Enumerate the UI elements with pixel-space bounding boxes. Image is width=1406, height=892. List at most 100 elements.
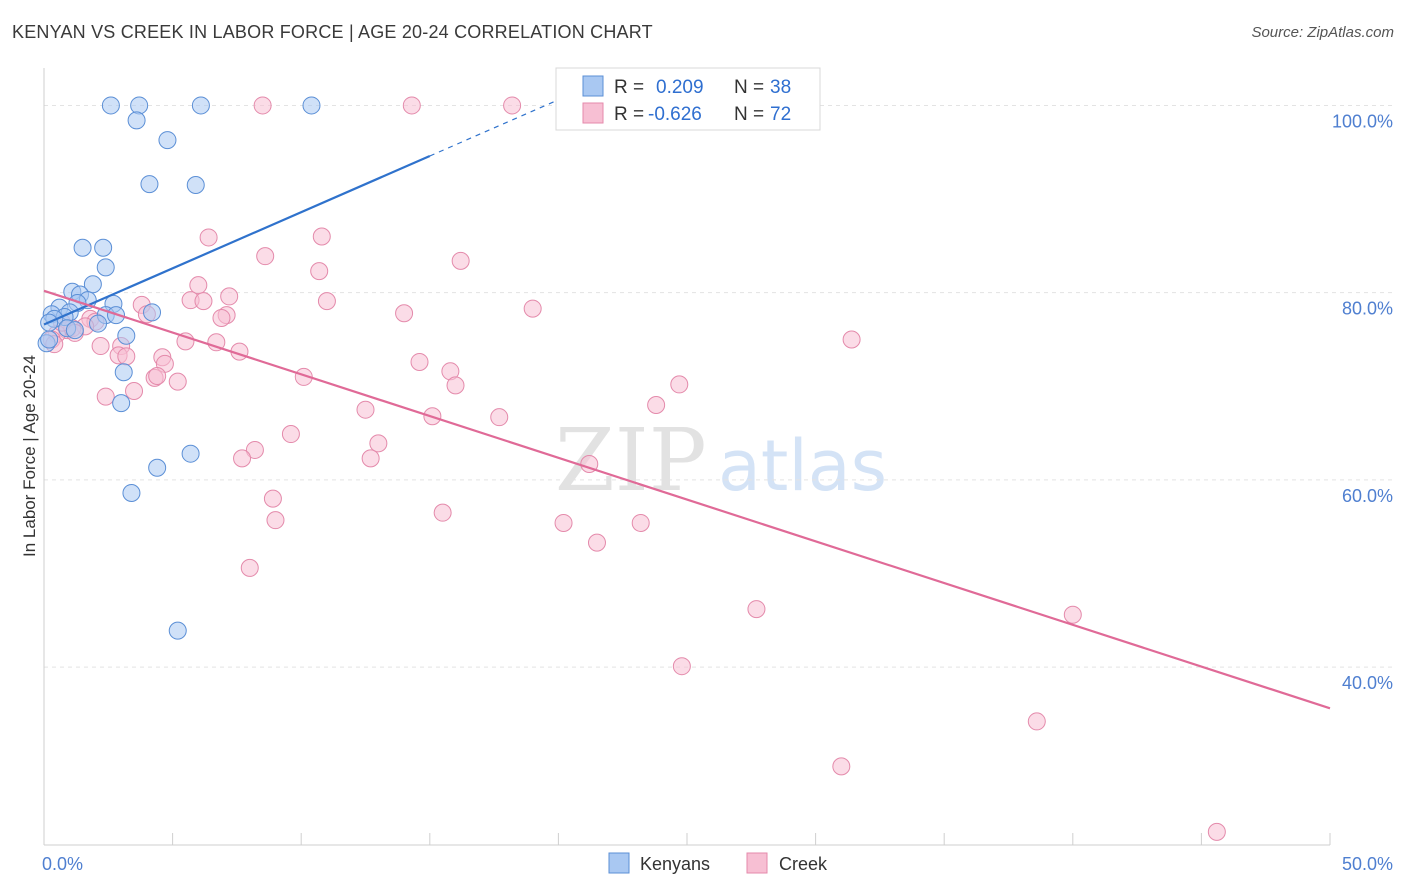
kenyan-point-32 (112, 394, 131, 413)
kenyan-point-1 (130, 96, 149, 115)
kenyan-point-9 (94, 238, 113, 257)
creek-point-29 (91, 337, 110, 356)
y-tick-label-2: 80.0% (1342, 299, 1393, 319)
creek-point-12 (317, 292, 336, 311)
bottom-legend-swatch-creek (746, 852, 768, 874)
creek-point-43 (670, 375, 689, 394)
kenyan-point-31 (114, 363, 133, 382)
creek-point-9 (220, 287, 239, 306)
creek-point-66 (672, 657, 691, 676)
creek-point-14 (523, 299, 542, 318)
creek-point-2 (503, 96, 522, 115)
kenyan-point-37 (40, 330, 59, 349)
kenyan-point-7 (186, 176, 205, 195)
legend-kenyans-n-label: N = (734, 77, 764, 98)
creek-point-68 (832, 757, 851, 776)
kenyans-trend-extension (429, 99, 559, 157)
kenyan-point-2 (191, 96, 210, 115)
legend-swatch-creek (582, 102, 604, 124)
creek-point-46 (647, 396, 666, 415)
bottom-legend: Kenyans Creek (608, 852, 828, 874)
creek-point-55 (361, 449, 380, 468)
creek-point-39 (148, 366, 167, 385)
bottom-legend-swatch-kenyans (608, 852, 630, 874)
creek-point-36 (410, 352, 429, 371)
creek-point-0 (253, 96, 272, 115)
creek-point-11 (194, 292, 213, 311)
x-tick-marks (43, 833, 1331, 845)
legend-kenyans-n-value: 38 (770, 77, 791, 98)
kenyan-point-34 (181, 444, 200, 463)
gridlines (44, 104, 1392, 668)
kenyans-trend-line (43, 154, 431, 326)
creek-point-28 (207, 333, 226, 352)
creek-point-32 (117, 347, 136, 366)
creek-point-57 (263, 489, 282, 508)
creek-point-42 (446, 376, 465, 395)
creek-point-52 (369, 434, 388, 453)
kenyan-point-11 (83, 275, 102, 294)
creek-point-8 (189, 276, 208, 295)
kenyan-points (37, 96, 321, 640)
creek-point-41 (168, 372, 187, 391)
y-tick-label-0: 40.0% (1342, 673, 1393, 693)
legend-creek-r-value: -0.626 (648, 104, 702, 125)
creek-point-4 (312, 227, 331, 246)
kenyan-point-19 (143, 303, 162, 322)
kenyan-point-28 (65, 321, 84, 340)
bottom-legend-kenyans: Kenyans (640, 854, 710, 874)
kenyan-point-10 (96, 258, 115, 277)
legend-creek-n-value: 72 (770, 104, 791, 125)
creek-point-5 (256, 247, 275, 266)
watermark-atlas: atlas (718, 425, 887, 507)
creek-point-51 (281, 425, 300, 444)
bottom-legend-creek: Creek (779, 854, 828, 874)
kenyan-point-26 (89, 314, 108, 333)
kenyan-point-4 (127, 111, 146, 130)
legend-kenyans-r-value: 0.209 (656, 77, 704, 98)
x-tick-label-1: 50.0% (1342, 854, 1393, 874)
kenyan-point-0 (101, 96, 120, 115)
chart-title: KENYAN VS CREEK IN LABOR FORCE | AGE 20-… (12, 22, 653, 42)
creek-point-60 (554, 513, 573, 532)
kenyan-point-5 (158, 131, 177, 150)
creek-point-45 (96, 387, 115, 406)
creek-point-3 (199, 228, 218, 247)
creek-point-47 (356, 400, 375, 419)
legend-creek-r-label: R = (614, 104, 644, 125)
legend-creek-n-label: N = (734, 104, 764, 125)
creek-point-63 (240, 558, 259, 577)
creek-point-15 (395, 304, 414, 323)
x-tick-label-0: 0.0% (42, 854, 83, 874)
legend-swatch-kenyans (582, 75, 604, 97)
trend-lines (43, 99, 1331, 710)
kenyan-point-6 (140, 175, 159, 194)
creek-point-19 (212, 308, 231, 327)
x-tick-labels: 0.0% 50.0% (42, 854, 1393, 874)
creek-point-7 (310, 262, 329, 281)
source-label: Source: ZipAtlas.com (1251, 24, 1394, 41)
y-axis-label: In Labor Force | Age 20-24 (20, 355, 39, 557)
creek-point-50 (842, 330, 861, 349)
kenyan-point-35 (122, 484, 141, 503)
legend-kenyans-r-label: R = (614, 77, 644, 98)
creek-point-6 (451, 251, 470, 270)
creek-point-54 (233, 449, 252, 468)
creek-point-67 (1027, 712, 1046, 731)
creek-trend-line (43, 289, 1331, 710)
creek-point-49 (490, 408, 509, 427)
creek-point-58 (266, 511, 285, 530)
kenyan-point-8 (73, 238, 92, 257)
y-tick-label-3: 100.0% (1332, 111, 1393, 131)
legend: R = 0.209 N = 38 R = -0.626 N = 72 (555, 67, 821, 131)
creek-point-62 (587, 533, 606, 552)
y-tick-label-1: 60.0% (1342, 486, 1393, 506)
y-tick-labels: 40.0% 60.0% 80.0% 100.0% (1332, 111, 1393, 693)
creek-point-1 (402, 96, 421, 115)
creek-point-59 (433, 503, 452, 522)
creek-point-53 (245, 440, 264, 459)
creek-point-61 (631, 513, 650, 532)
creek-point-64 (747, 600, 766, 619)
kenyan-point-29 (117, 326, 136, 345)
